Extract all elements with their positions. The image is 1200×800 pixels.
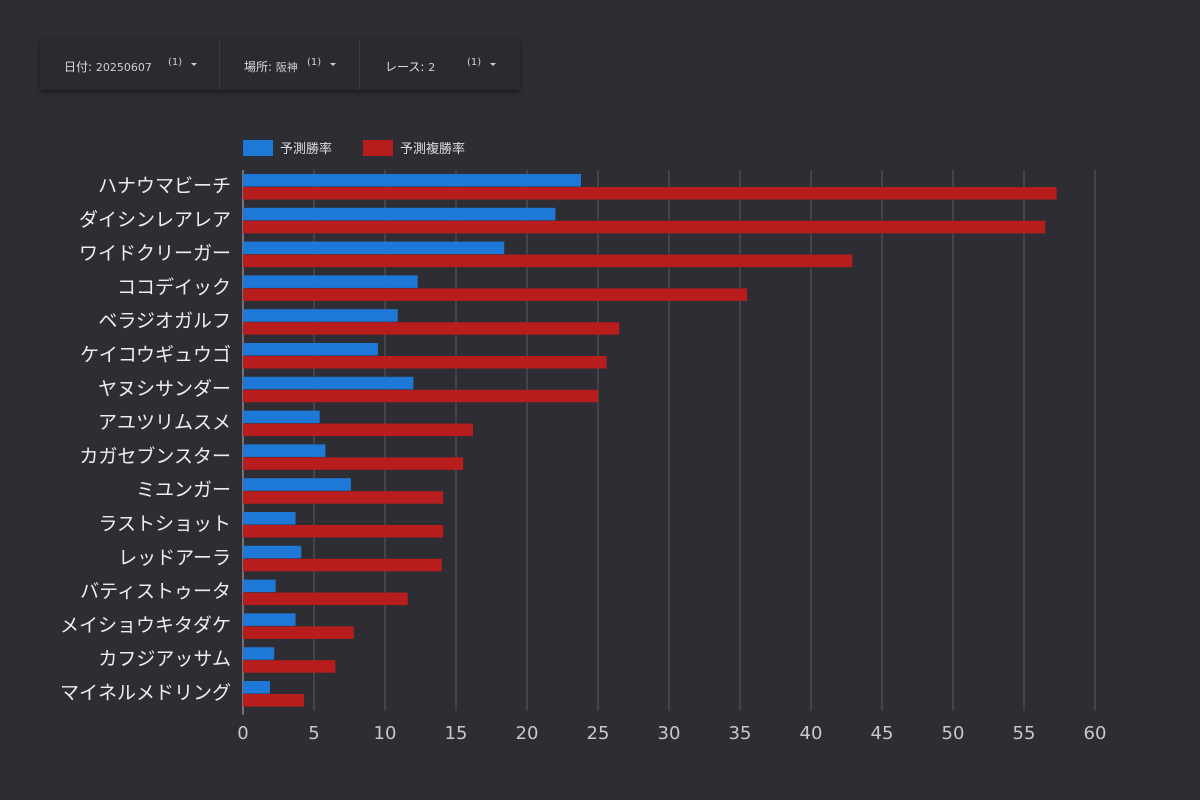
win-rate-bar bbox=[243, 241, 505, 255]
x-tick-label: 45 bbox=[871, 723, 894, 744]
legend-label: 予測複勝率 bbox=[400, 141, 465, 157]
category-label: ミユンガー bbox=[136, 479, 231, 501]
place-rate-bar bbox=[243, 525, 444, 538]
x-tick-label: 0 bbox=[237, 723, 248, 744]
place-rate-bar bbox=[243, 457, 464, 470]
filter-race-label: レース bbox=[385, 60, 421, 74]
category-label: ケイコウギュウゴ bbox=[80, 344, 231, 366]
filter-venue-label: 場所 bbox=[244, 60, 269, 74]
place-rate-bar bbox=[243, 220, 1046, 234]
category-label: ダイシンレアレア bbox=[79, 209, 231, 231]
x-tick-label: 20 bbox=[516, 723, 539, 744]
filter-date-label: 日付 bbox=[64, 60, 89, 74]
category-label: ラストショット bbox=[98, 513, 231, 535]
legend-label: 予測勝率 bbox=[280, 141, 332, 157]
place-rate-bar bbox=[243, 558, 442, 572]
place-rate-bar bbox=[243, 254, 853, 268]
x-tick-label: 30 bbox=[658, 723, 681, 744]
category-label: カガセブンスター bbox=[79, 444, 231, 467]
chevron-down-icon bbox=[330, 63, 336, 66]
place-rate-bar bbox=[243, 389, 598, 403]
place-rate-bar bbox=[243, 592, 408, 606]
filter-venue-value: 阪神 bbox=[275, 61, 298, 74]
win-rate-bar bbox=[243, 309, 398, 322]
x-tick-label: 15 bbox=[445, 723, 468, 744]
win-rate-bar bbox=[243, 174, 581, 187]
x-tick-label: 40 bbox=[800, 723, 823, 744]
category-label: カフジアッサム bbox=[98, 648, 231, 670]
place-rate-bar bbox=[243, 187, 1057, 200]
place-rate-bar bbox=[243, 626, 354, 639]
category-label: メイショウキタダケ bbox=[60, 614, 231, 636]
win-rate-bar bbox=[243, 579, 276, 593]
place-rate-bar bbox=[243, 491, 444, 504]
win-rate-bar bbox=[243, 478, 351, 491]
category-label: ハナウマビーチ bbox=[98, 175, 231, 197]
win-rate-bar bbox=[243, 275, 418, 288]
win-rate-bar bbox=[243, 376, 414, 390]
win-rate-bar bbox=[243, 410, 320, 424]
category-label: ワイドクリーガー bbox=[79, 243, 231, 265]
x-tick-label: 35 bbox=[729, 723, 752, 744]
win-rate-bar bbox=[243, 545, 302, 559]
place-rate-bar bbox=[243, 356, 607, 369]
x-tick-label: 25 bbox=[587, 723, 610, 744]
filter-race-value: 2 bbox=[428, 61, 436, 74]
x-tick-label: 5 bbox=[308, 723, 319, 744]
chevron-down-icon bbox=[191, 63, 197, 66]
x-tick-label: 50 bbox=[942, 723, 965, 744]
chevron-down-icon bbox=[490, 63, 496, 66]
place-rate-bar bbox=[243, 694, 305, 707]
filter-venue-count: (1) bbox=[307, 57, 322, 68]
win-rate-bar bbox=[243, 681, 270, 694]
win-rate-bar bbox=[243, 343, 378, 356]
win-rate-bar bbox=[243, 613, 296, 626]
place-rate-bar bbox=[243, 288, 748, 301]
filter-venue-dropdown[interactable]: 場所: 阪神 (1) bbox=[220, 40, 360, 90]
filter-race-count: (1) bbox=[467, 57, 482, 68]
filter-race-dropdown[interactable]: レース: 2 (1) bbox=[360, 40, 520, 90]
category-label: ココデイック bbox=[117, 276, 231, 298]
category-label: レッドアーラ bbox=[118, 547, 231, 569]
win-rate-bar bbox=[243, 512, 296, 525]
filter-bar: 日付: 20250607 (1) 場所: 阪神 (1) レース: 2 (1) bbox=[40, 40, 520, 90]
place-rate-bar bbox=[243, 423, 474, 437]
x-tick-label: 10 bbox=[374, 723, 397, 744]
category-label: バティストゥータ bbox=[80, 581, 231, 603]
category-label: アユツリムスメ bbox=[98, 412, 231, 434]
legend-swatch bbox=[243, 140, 273, 156]
place-rate-bar bbox=[243, 660, 336, 673]
x-tick-label: 55 bbox=[1013, 723, 1036, 744]
win-rate-bar bbox=[243, 207, 556, 221]
filter-date-count: (1) bbox=[168, 57, 183, 68]
category-label: ベラジオガルフ bbox=[98, 310, 231, 332]
category-label: ヤヌシサンダー bbox=[98, 378, 231, 400]
win-rate-bar bbox=[243, 444, 326, 457]
place-rate-bar bbox=[243, 322, 620, 335]
filter-date-value: 20250607 bbox=[95, 61, 152, 74]
category-label: マイネルメドリング bbox=[60, 682, 231, 704]
filter-date-dropdown[interactable]: 日付: 20250607 (1) bbox=[40, 40, 220, 90]
x-tick-label: 60 bbox=[1084, 723, 1107, 744]
legend-swatch bbox=[363, 140, 393, 156]
win-rate-bar bbox=[243, 647, 275, 660]
